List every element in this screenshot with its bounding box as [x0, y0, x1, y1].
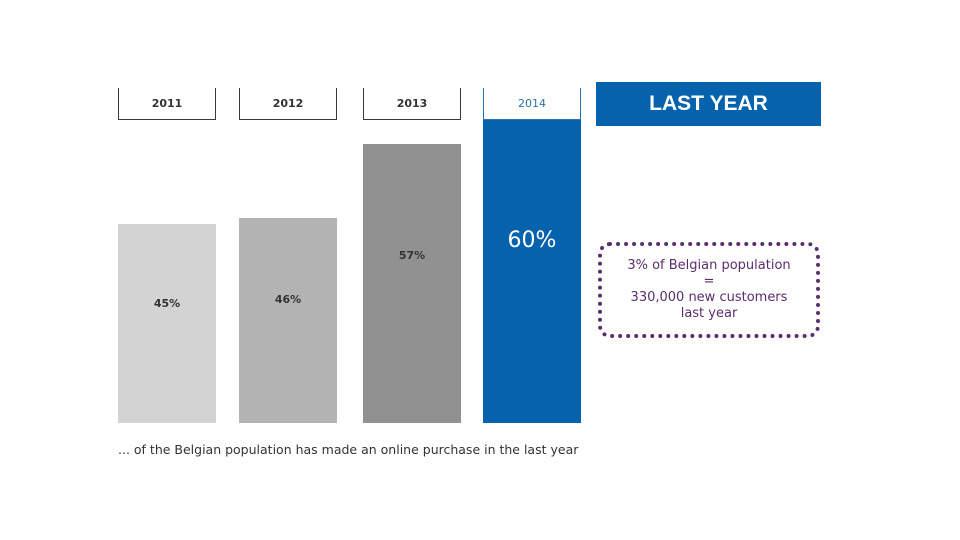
bar-2011	[118, 224, 216, 423]
callout-line-2: =	[703, 274, 715, 289]
bar-label-2013: 57%	[398, 248, 426, 262]
bar-2012	[239, 218, 337, 423]
callout-line-1: 3% of Belgian population	[627, 258, 791, 273]
callout-line-3: 330,000 new customers	[630, 290, 788, 305]
new-customers-callout: 3% of Belgian population = 330,000 new c…	[598, 242, 820, 338]
bar-2014	[483, 120, 581, 423]
year-tab-2011: 2011	[118, 88, 216, 120]
year-tab-2014: 2014	[483, 88, 581, 120]
callout-line-4: last year	[680, 306, 738, 321]
year-tab-2012: 2012	[239, 88, 337, 120]
bar-label-2012: 46%	[274, 293, 302, 306]
bar-label-2014: 60%	[507, 228, 557, 254]
chart-caption: ... of the Belgian population has made a…	[118, 442, 579, 457]
last-year-badge: LAST YEAR	[596, 82, 821, 126]
bar-2013	[363, 144, 461, 423]
bar-label-2011: 45%	[153, 296, 181, 310]
year-tab-2013: 2013	[363, 88, 461, 120]
